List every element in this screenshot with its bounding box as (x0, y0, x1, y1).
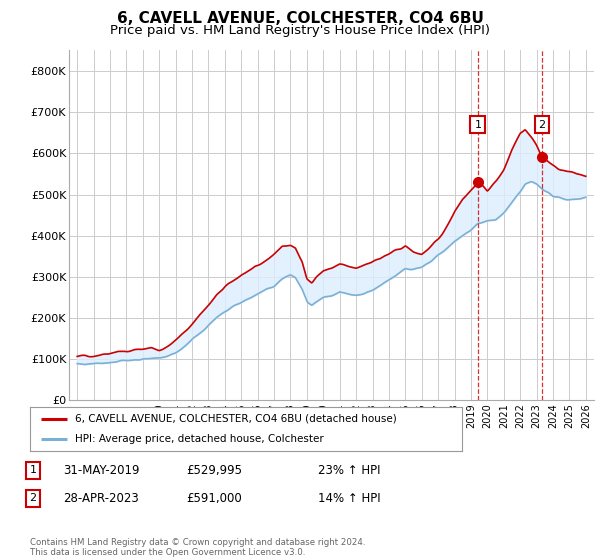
Text: 31-MAY-2019: 31-MAY-2019 (63, 464, 139, 477)
Text: HPI: Average price, detached house, Colchester: HPI: Average price, detached house, Colc… (76, 434, 324, 444)
Text: 1: 1 (29, 465, 37, 475)
Text: 2: 2 (538, 119, 545, 129)
Text: £591,000: £591,000 (186, 492, 242, 505)
Text: Contains HM Land Registry data © Crown copyright and database right 2024.
This d: Contains HM Land Registry data © Crown c… (30, 538, 365, 557)
Text: £529,995: £529,995 (186, 464, 242, 477)
Text: 6, CAVELL AVENUE, COLCHESTER, CO4 6BU: 6, CAVELL AVENUE, COLCHESTER, CO4 6BU (116, 11, 484, 26)
Text: 6, CAVELL AVENUE, COLCHESTER, CO4 6BU (detached house): 6, CAVELL AVENUE, COLCHESTER, CO4 6BU (d… (76, 414, 397, 424)
Text: 28-APR-2023: 28-APR-2023 (63, 492, 139, 505)
Text: 2: 2 (29, 493, 37, 503)
Text: Price paid vs. HM Land Registry's House Price Index (HPI): Price paid vs. HM Land Registry's House … (110, 24, 490, 36)
Text: 14% ↑ HPI: 14% ↑ HPI (318, 492, 380, 505)
Text: 1: 1 (475, 119, 481, 129)
Text: 23% ↑ HPI: 23% ↑ HPI (318, 464, 380, 477)
